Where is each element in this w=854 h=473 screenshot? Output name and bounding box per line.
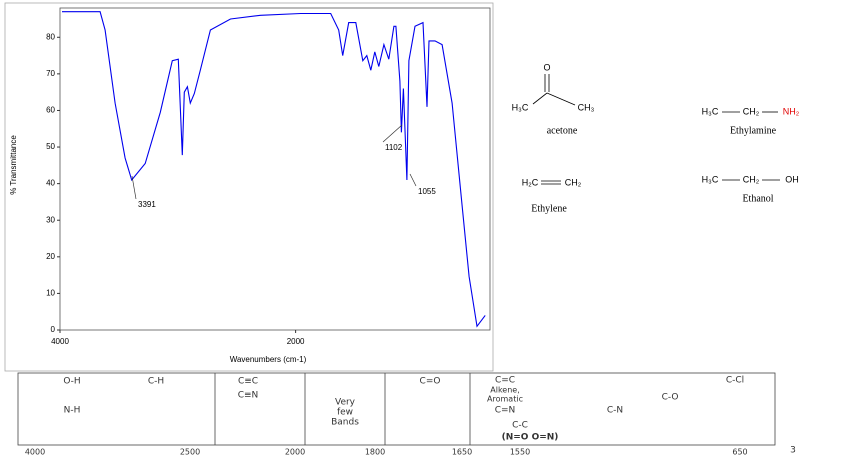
table-cell: C≡C: [238, 377, 258, 387]
table-cell: C=O: [420, 377, 441, 387]
atom: CH₂: [565, 177, 582, 187]
molecule-name: acetone: [547, 125, 578, 136]
table-grid: [17, 372, 776, 446]
atom: OH: [785, 174, 799, 184]
molecule-name: Ethanol: [742, 193, 773, 204]
scale-label: 1550: [510, 448, 530, 457]
table-cell: Bands: [331, 418, 359, 428]
x-tick-label: 2000: [287, 337, 305, 346]
bond: [532, 92, 548, 105]
y-tick-label: 0: [51, 325, 56, 334]
scale-label: 1650: [452, 448, 472, 457]
plot-area: [59, 7, 491, 331]
x-axis-label: Wavenumbers (cm-1): [230, 355, 307, 364]
table-cell: Very: [335, 398, 356, 408]
scale-label: 650: [732, 448, 747, 457]
y-axis-label: % Transmittance: [9, 135, 18, 195]
atom: CH₂: [743, 106, 760, 116]
scale-label: 2000: [285, 448, 305, 457]
molecule-name: Ethylene: [531, 203, 567, 214]
bond: [546, 92, 576, 106]
peak-label: 1055: [418, 187, 436, 196]
molecule-name: Ethylamine: [730, 125, 777, 136]
y-tick-label: 10: [46, 289, 55, 298]
scale-label: 4000: [25, 448, 45, 457]
table-cell: C-Cl: [726, 376, 744, 386]
y-tick-label: 50: [46, 142, 55, 151]
y-tick-label: 40: [46, 179, 55, 188]
table-cell: C-C: [512, 421, 528, 431]
bonds: [532, 74, 780, 185]
table-cell: C-N: [607, 406, 623, 416]
atom: H₃C: [512, 102, 529, 112]
table-cell: few: [337, 408, 353, 418]
chart-frame: [4, 2, 494, 372]
atom: NH₂: [783, 106, 800, 116]
table-cell: C=C: [495, 376, 515, 386]
y-tick-label: 30: [46, 215, 55, 224]
leader-line: [382, 124, 403, 143]
scale-label: 1800: [365, 448, 385, 457]
spectrum: [62, 11, 486, 328]
peak-label: 3391: [138, 200, 156, 209]
table-cell: C=N: [495, 406, 516, 416]
peak-label: 1102: [385, 143, 403, 152]
x-tick-label: 4000: [51, 337, 69, 346]
table-cell: Aromatic: [487, 395, 523, 404]
y-tick-label: 70: [46, 69, 55, 78]
table-border: [17, 372, 776, 446]
leader-line: [131, 175, 137, 200]
y-tick-label: 20: [46, 252, 55, 261]
table-cell: O-H: [63, 377, 80, 387]
y-tick-label: 80: [46, 32, 55, 41]
leader-line: [409, 173, 417, 187]
scale-label: 2500: [180, 448, 200, 457]
table-cell: C-H: [148, 377, 164, 387]
table-cell: C-O: [662, 393, 679, 403]
table-cell: N-H: [64, 406, 81, 416]
table-cell: (N=O O=N): [502, 433, 559, 443]
page-number: 3: [790, 446, 796, 456]
table-cell: C≡N: [238, 391, 259, 401]
atom: CH₃: [578, 102, 595, 112]
atom: CH₂: [743, 174, 760, 184]
atom: H₂C: [522, 177, 539, 187]
atom: H₃C: [702, 106, 719, 116]
y-tick-label: 60: [46, 106, 55, 115]
atom: O: [543, 62, 550, 72]
atom: H₃C: [702, 174, 719, 184]
table-cell: Alkene,: [490, 386, 520, 395]
